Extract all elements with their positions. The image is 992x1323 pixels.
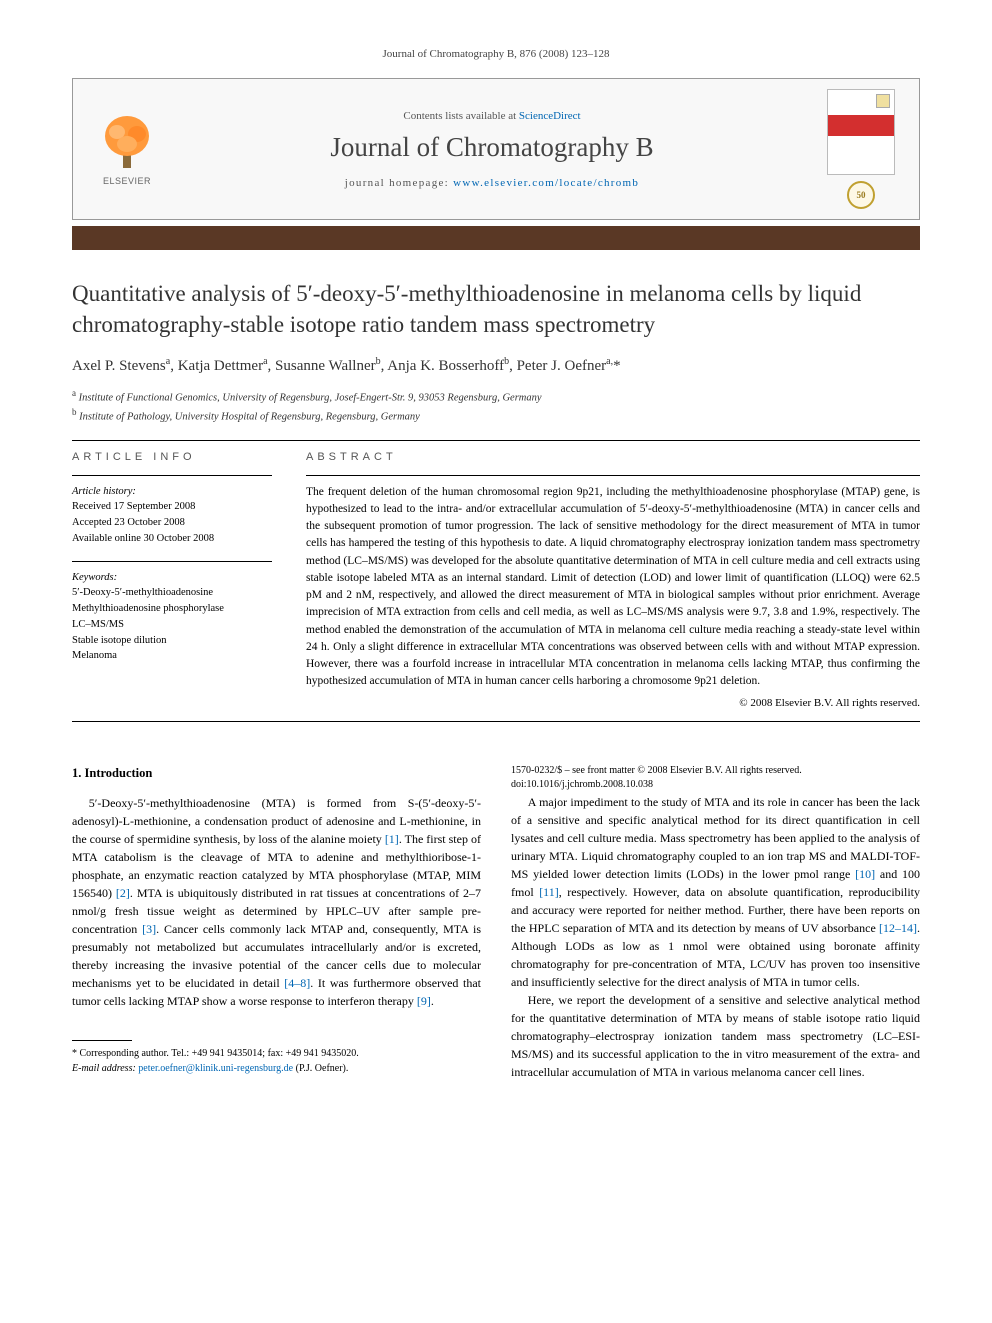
journal-cover-thumb [827,89,895,175]
elsevier-tree-icon [99,112,155,172]
corresponding-author-note: * Corresponding author. Tel.: +49 941 94… [72,1047,481,1062]
intro-para-2: A major impediment to the study of MTA a… [511,793,920,991]
doi-block: 1570-0232/$ – see front matter © 2008 El… [511,764,920,793]
masthead-underline-bar [72,226,920,250]
article-history-block: Article history: Received 17 September 2… [72,484,272,547]
article-title: Quantitative analysis of 5′-deoxy-5′-met… [72,278,920,340]
anniversary-seal-icon: 50 [847,181,875,209]
citation-ref[interactable]: [3] [142,922,156,936]
contents-line: Contents lists available at ScienceDirec… [179,110,805,122]
footnotes: * Corresponding author. Tel.: +49 941 94… [72,1047,481,1076]
citation-ref[interactable]: [10] [855,867,875,881]
abstract-text: The frequent deletion of the human chrom… [306,484,920,691]
intro-para-3: Here, we report the development of a sen… [511,991,920,1081]
info-rule-2 [72,561,272,562]
publisher-name: ELSEVIER [103,176,151,186]
body-columns: 1. Introduction 5′-Deoxy-5′-methylthioad… [72,764,920,1089]
intro-para-1: 5′-Deoxy-5′-methylthioadenosine (MTA) is… [72,794,481,1010]
info-rule [72,475,272,476]
article-info-heading: article info [72,451,272,463]
sciencedirect-link[interactable]: ScienceDirect [519,110,581,122]
homepage-prefix: journal homepage: [345,177,453,189]
doi-line: doi:10.1016/j.jchromb.2008.10.038 [511,778,920,793]
page: Journal of Chromatography B, 876 (2008) … [0,0,992,1136]
article-info: article info Article history: Received 1… [72,451,272,709]
email-suffix: (P.J. Oefner). [293,1063,348,1074]
citation-ref[interactable]: [4–8] [284,976,310,990]
keyword: Stable isotope dilution [72,633,272,649]
publisher-logo-block: ELSEVIER [87,112,167,186]
history-line: Available online 30 October 2008 [72,531,272,547]
affiliations: a Institute of Functional Genomics, Univ… [72,387,920,426]
abstract-copyright: © 2008 Elsevier B.V. All rights reserved… [306,697,920,709]
keywords-block: Keywords: 5′-Deoxy-5′-methylthioadenosin… [72,570,272,665]
contents-prefix: Contents lists available at [403,110,518,122]
citation-ref[interactable]: [12–14] [879,921,917,935]
masthead-right: 50 [817,89,905,209]
abstract-rule [306,475,920,476]
keyword: LC–MS/MS [72,617,272,633]
citation-ref[interactable]: [1] [385,832,399,846]
keyword: 5′-Deoxy-5′-methylthioadenosine [72,585,272,601]
homepage-link[interactable]: www.elsevier.com/locate/chromb [453,177,639,189]
masthead-center: Contents lists available at ScienceDirec… [167,110,817,189]
running-head: Journal of Chromatography B, 876 (2008) … [72,48,920,60]
author-list: Axel P. Stevensa, Katja Dettmera, Susann… [72,356,920,375]
citation-ref[interactable]: [9] [417,994,431,1008]
history-line: Received 17 September 2008 [72,499,272,515]
journal-name: Journal of Chromatography B [179,132,805,163]
rule-bottom [72,721,920,722]
citation-ref[interactable]: [2] [116,886,130,900]
keyword: Melanoma [72,648,272,664]
abstract-heading: abstract [306,451,920,463]
abstract: abstract The frequent deletion of the hu… [306,451,920,709]
corresponding-email-link[interactable]: peter.oefner@klinik.uni-regensburg.de [138,1063,293,1074]
keyword: Methylthioadenosine phosphorylase [72,601,272,617]
masthead: ELSEVIER Contents lists available at Sci… [72,78,920,220]
email-line: E-mail address: peter.oefner@klinik.uni-… [72,1062,481,1077]
citation-ref[interactable]: [11] [539,885,559,899]
keywords-label: Keywords: [72,570,272,586]
email-label: E-mail address: [72,1063,138,1074]
footnote-separator [72,1040,132,1041]
section-heading-intro: 1. Introduction [72,764,481,783]
history-line: Accepted 23 October 2008 [72,515,272,531]
front-matter-line: 1570-0232/$ – see front matter © 2008 El… [511,764,920,779]
history-label: Article history: [72,484,272,500]
info-abstract-row: article info Article history: Received 1… [72,451,920,709]
rule-top [72,440,920,441]
homepage-line: journal homepage: www.elsevier.com/locat… [179,177,805,189]
